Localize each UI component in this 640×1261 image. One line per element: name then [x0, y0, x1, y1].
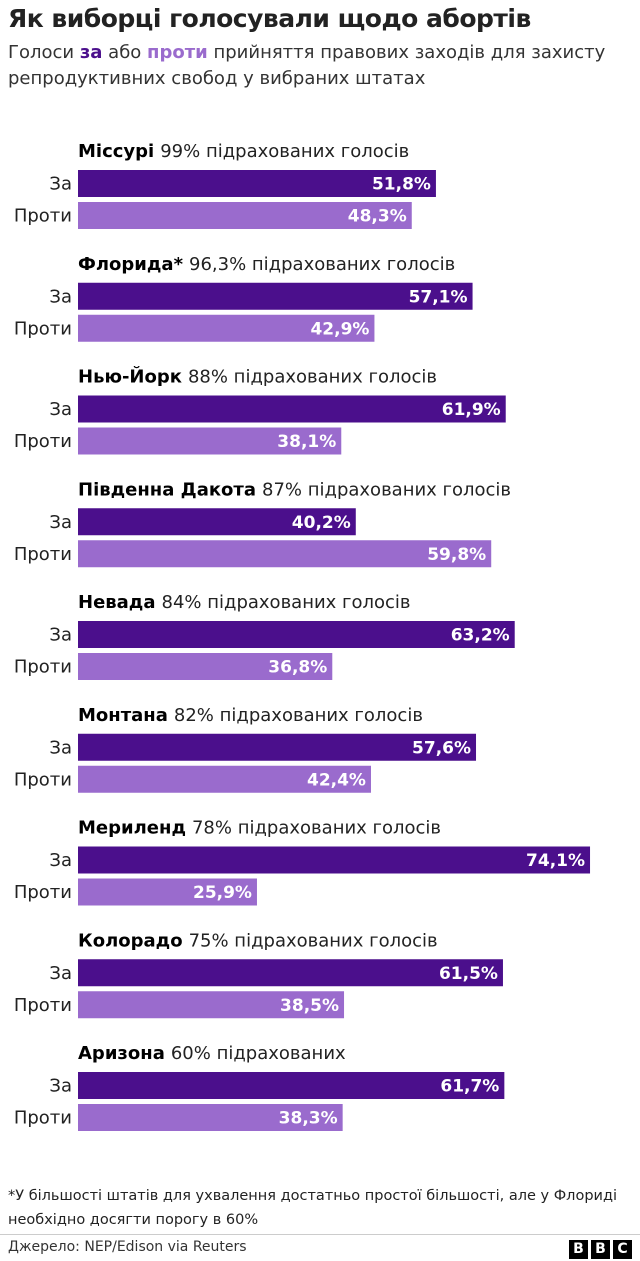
counted-note: 82% підрахованих голосів: [174, 705, 423, 726]
state-name: Невада: [78, 592, 156, 613]
logo-letter: C: [613, 1240, 632, 1259]
source: Джерело: NEP/Edison via Reuters: [8, 1239, 247, 1255]
counted-note: 87% підрахованих голосів: [262, 479, 511, 500]
counted-note: 60% підрахованих: [171, 1043, 346, 1064]
value-label: 38,5%: [280, 996, 339, 1016]
value-label: 59,8%: [427, 545, 486, 565]
bar: [78, 427, 342, 455]
bar: [78, 878, 257, 906]
bar: [78, 540, 492, 568]
value-label: 51,8%: [372, 175, 431, 195]
row-label: Проти: [14, 882, 72, 903]
group-label: Флорида* 96,3% підрахованих голосів: [78, 254, 455, 275]
bar: [78, 170, 436, 197]
value-label: 48,3%: [348, 207, 407, 227]
state-name: Нью-Йорк: [78, 366, 182, 388]
subtitle-part: або: [102, 42, 148, 63]
row-label: Проти: [14, 769, 72, 790]
bar: [78, 508, 356, 536]
value-label: 38,3%: [279, 1109, 338, 1129]
value-label: 38,1%: [277, 432, 336, 452]
row-label: Проти: [14, 657, 72, 678]
group-label: Мериленд 78% підрахованих голосів: [78, 818, 441, 839]
state-name: Мериленд: [78, 818, 186, 839]
bar: [78, 846, 591, 874]
counted-note: 99% підрахованих голосів: [160, 141, 409, 162]
state-name: Монтана: [78, 705, 168, 726]
logo-letter: B: [569, 1240, 588, 1259]
group-label: Аризона 60% підрахованих: [78, 1043, 346, 1064]
bar: [78, 959, 503, 987]
counted-note: 96,3% підрахованих голосів: [189, 254, 455, 275]
value-label: 42,4%: [307, 770, 366, 790]
row-label: Проти: [14, 544, 72, 565]
bar: [78, 1104, 343, 1131]
row-label: За: [49, 625, 72, 646]
divider: [0, 1234, 640, 1235]
logo-letter: B: [591, 1240, 610, 1259]
state-name: Аризона: [78, 1043, 165, 1064]
row-label: Проти: [14, 995, 72, 1016]
value-label: 40,2%: [292, 513, 351, 533]
value-label: 36,8%: [268, 658, 327, 678]
row-label: За: [49, 737, 72, 758]
row-label: Проти: [14, 318, 72, 339]
row-label: За: [49, 1076, 72, 1097]
subtitle-part: прийняття правових заходів для захисту р…: [8, 42, 611, 89]
counted-note: 88% підрахованих голосів: [188, 367, 437, 388]
value-label: 61,7%: [440, 1077, 499, 1097]
row-label: За: [49, 963, 72, 984]
group-label: Міссурі 99% підрахованих голосів: [78, 141, 409, 162]
group-label: Невада 84% підрахованих голосів: [78, 592, 411, 613]
counted-note: 84% підрахованих голосів: [162, 592, 411, 613]
subtitle-part: Голоси: [8, 42, 80, 63]
state-name: Міссурі: [78, 141, 154, 162]
row-label: За: [49, 399, 72, 420]
bar: [78, 1072, 505, 1099]
footnote: *У більшості штатів для ухвалення достат…: [8, 1188, 618, 1228]
bar: [78, 282, 473, 310]
state-name: Флорида*: [78, 254, 184, 275]
row-label: За: [49, 850, 72, 871]
counted-note: 75% підрахованих голосів: [189, 930, 438, 951]
group-label: Південна Дакота 87% підрахованих голосів: [78, 479, 511, 500]
state-name: Колорадо: [78, 930, 183, 951]
value-label: 63,2%: [451, 626, 510, 646]
state-name: Південна Дакота: [78, 479, 256, 500]
row-label: Проти: [14, 206, 72, 227]
chart-subtitle: Голоси за або проти прийняття правових з…: [8, 40, 608, 92]
chart: Міссурі 99% підрахованих голосів За 51,8% Пр…: [14, 141, 591, 1131]
bar: [78, 395, 506, 423]
value-label: 61,5%: [439, 964, 498, 984]
bar: [78, 653, 333, 680]
row-label: Проти: [14, 431, 72, 452]
group-label: Монтана 82% підрахованих голосів: [78, 705, 423, 726]
chart-title: Як виборці голосували щодо абортів: [8, 4, 531, 33]
bar: [78, 621, 515, 648]
bar: [78, 314, 375, 342]
value-label: 61,9%: [442, 400, 501, 420]
value-label: 57,1%: [409, 287, 468, 307]
row-label: За: [49, 174, 72, 195]
subtitle-part: проти: [147, 42, 208, 63]
group-label: Колорадо 75% підрахованих голосів: [78, 930, 438, 951]
bar: [78, 991, 345, 1019]
bar: [78, 202, 412, 229]
group-label: Нью-Йорк 88% підрахованих голосів: [78, 366, 437, 388]
value-label: 74,1%: [526, 851, 585, 871]
bar: [78, 733, 477, 761]
counted-note: 78% підрахованих голосів: [192, 818, 441, 839]
bar: [78, 765, 371, 793]
row-label: За: [49, 512, 72, 533]
subtitle-part: за: [79, 42, 103, 63]
row-label: За: [49, 286, 72, 307]
value-label: 57,6%: [412, 738, 471, 758]
row-label: Проти: [14, 1108, 72, 1129]
value-label: 42,9%: [310, 319, 369, 339]
value-label: 25,9%: [193, 883, 252, 903]
